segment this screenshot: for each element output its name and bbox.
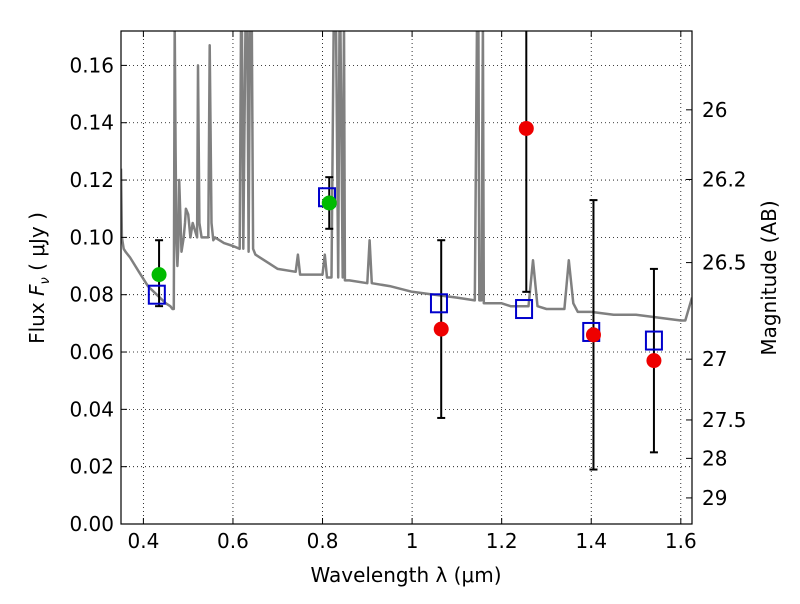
x-tick-label: 0.6 bbox=[217, 529, 249, 553]
x-tick-label: 0.8 bbox=[307, 529, 339, 553]
red-detection-point bbox=[433, 321, 449, 337]
y-axis-label: Flux Fν ( μJy ) bbox=[25, 212, 53, 344]
model-photometry-square bbox=[429, 293, 448, 314]
y-tick-label: 0.16 bbox=[69, 53, 114, 77]
y2-tick-label: 28 bbox=[702, 446, 727, 470]
y2-tick-label: 27 bbox=[702, 347, 727, 371]
red-detection-point bbox=[585, 327, 601, 343]
x-tick-label: 1.2 bbox=[486, 529, 518, 553]
x-axis-label: Wavelength λ (μm) bbox=[310, 563, 501, 587]
sed-model-line bbox=[121, 31, 692, 322]
model-photometry-square bbox=[147, 284, 166, 305]
x-tick-label: 0.4 bbox=[127, 529, 159, 553]
green-detection-point bbox=[321, 195, 337, 211]
x-tick-label: 1.6 bbox=[665, 529, 697, 553]
model-photometry-square bbox=[515, 299, 534, 320]
y2-tick-label: 26 bbox=[702, 98, 727, 122]
y-tick-label: 0.14 bbox=[69, 111, 114, 135]
y-tick-label: 0.12 bbox=[69, 168, 114, 192]
y-tick-label: 0.00 bbox=[69, 512, 114, 536]
model-photometry-square bbox=[644, 330, 663, 351]
y2-axis-label: Magnitude (AB) bbox=[757, 200, 781, 355]
y2-tick-label: 26.5 bbox=[702, 251, 747, 275]
x-tick-label: 1 bbox=[406, 529, 419, 553]
y-tick-label: 0.08 bbox=[69, 283, 114, 307]
red-detection-point bbox=[518, 120, 534, 136]
y-tick-label: 0.06 bbox=[69, 340, 114, 364]
y-tick-label: 0.02 bbox=[69, 455, 114, 479]
y2-tick-label: 27.5 bbox=[702, 408, 747, 432]
plot-frame bbox=[120, 30, 693, 525]
grid bbox=[121, 31, 692, 525]
green-detection-point bbox=[151, 267, 167, 283]
y2-tick-label: 29 bbox=[702, 486, 727, 510]
red-detection-point bbox=[646, 353, 662, 369]
y-tick-label: 0.04 bbox=[69, 397, 114, 421]
axes: 0.4 0.6 0.8 1 1.2 1.4 1.6 0.00 0.02 0.04 0.06 0.08 0… bbox=[69, 31, 747, 553]
y2-tick-label: 26.2 bbox=[702, 167, 747, 191]
y-tick-label: 0.10 bbox=[69, 225, 114, 249]
x-tick-label: 1.4 bbox=[575, 529, 607, 553]
plot-area bbox=[121, 31, 692, 471]
